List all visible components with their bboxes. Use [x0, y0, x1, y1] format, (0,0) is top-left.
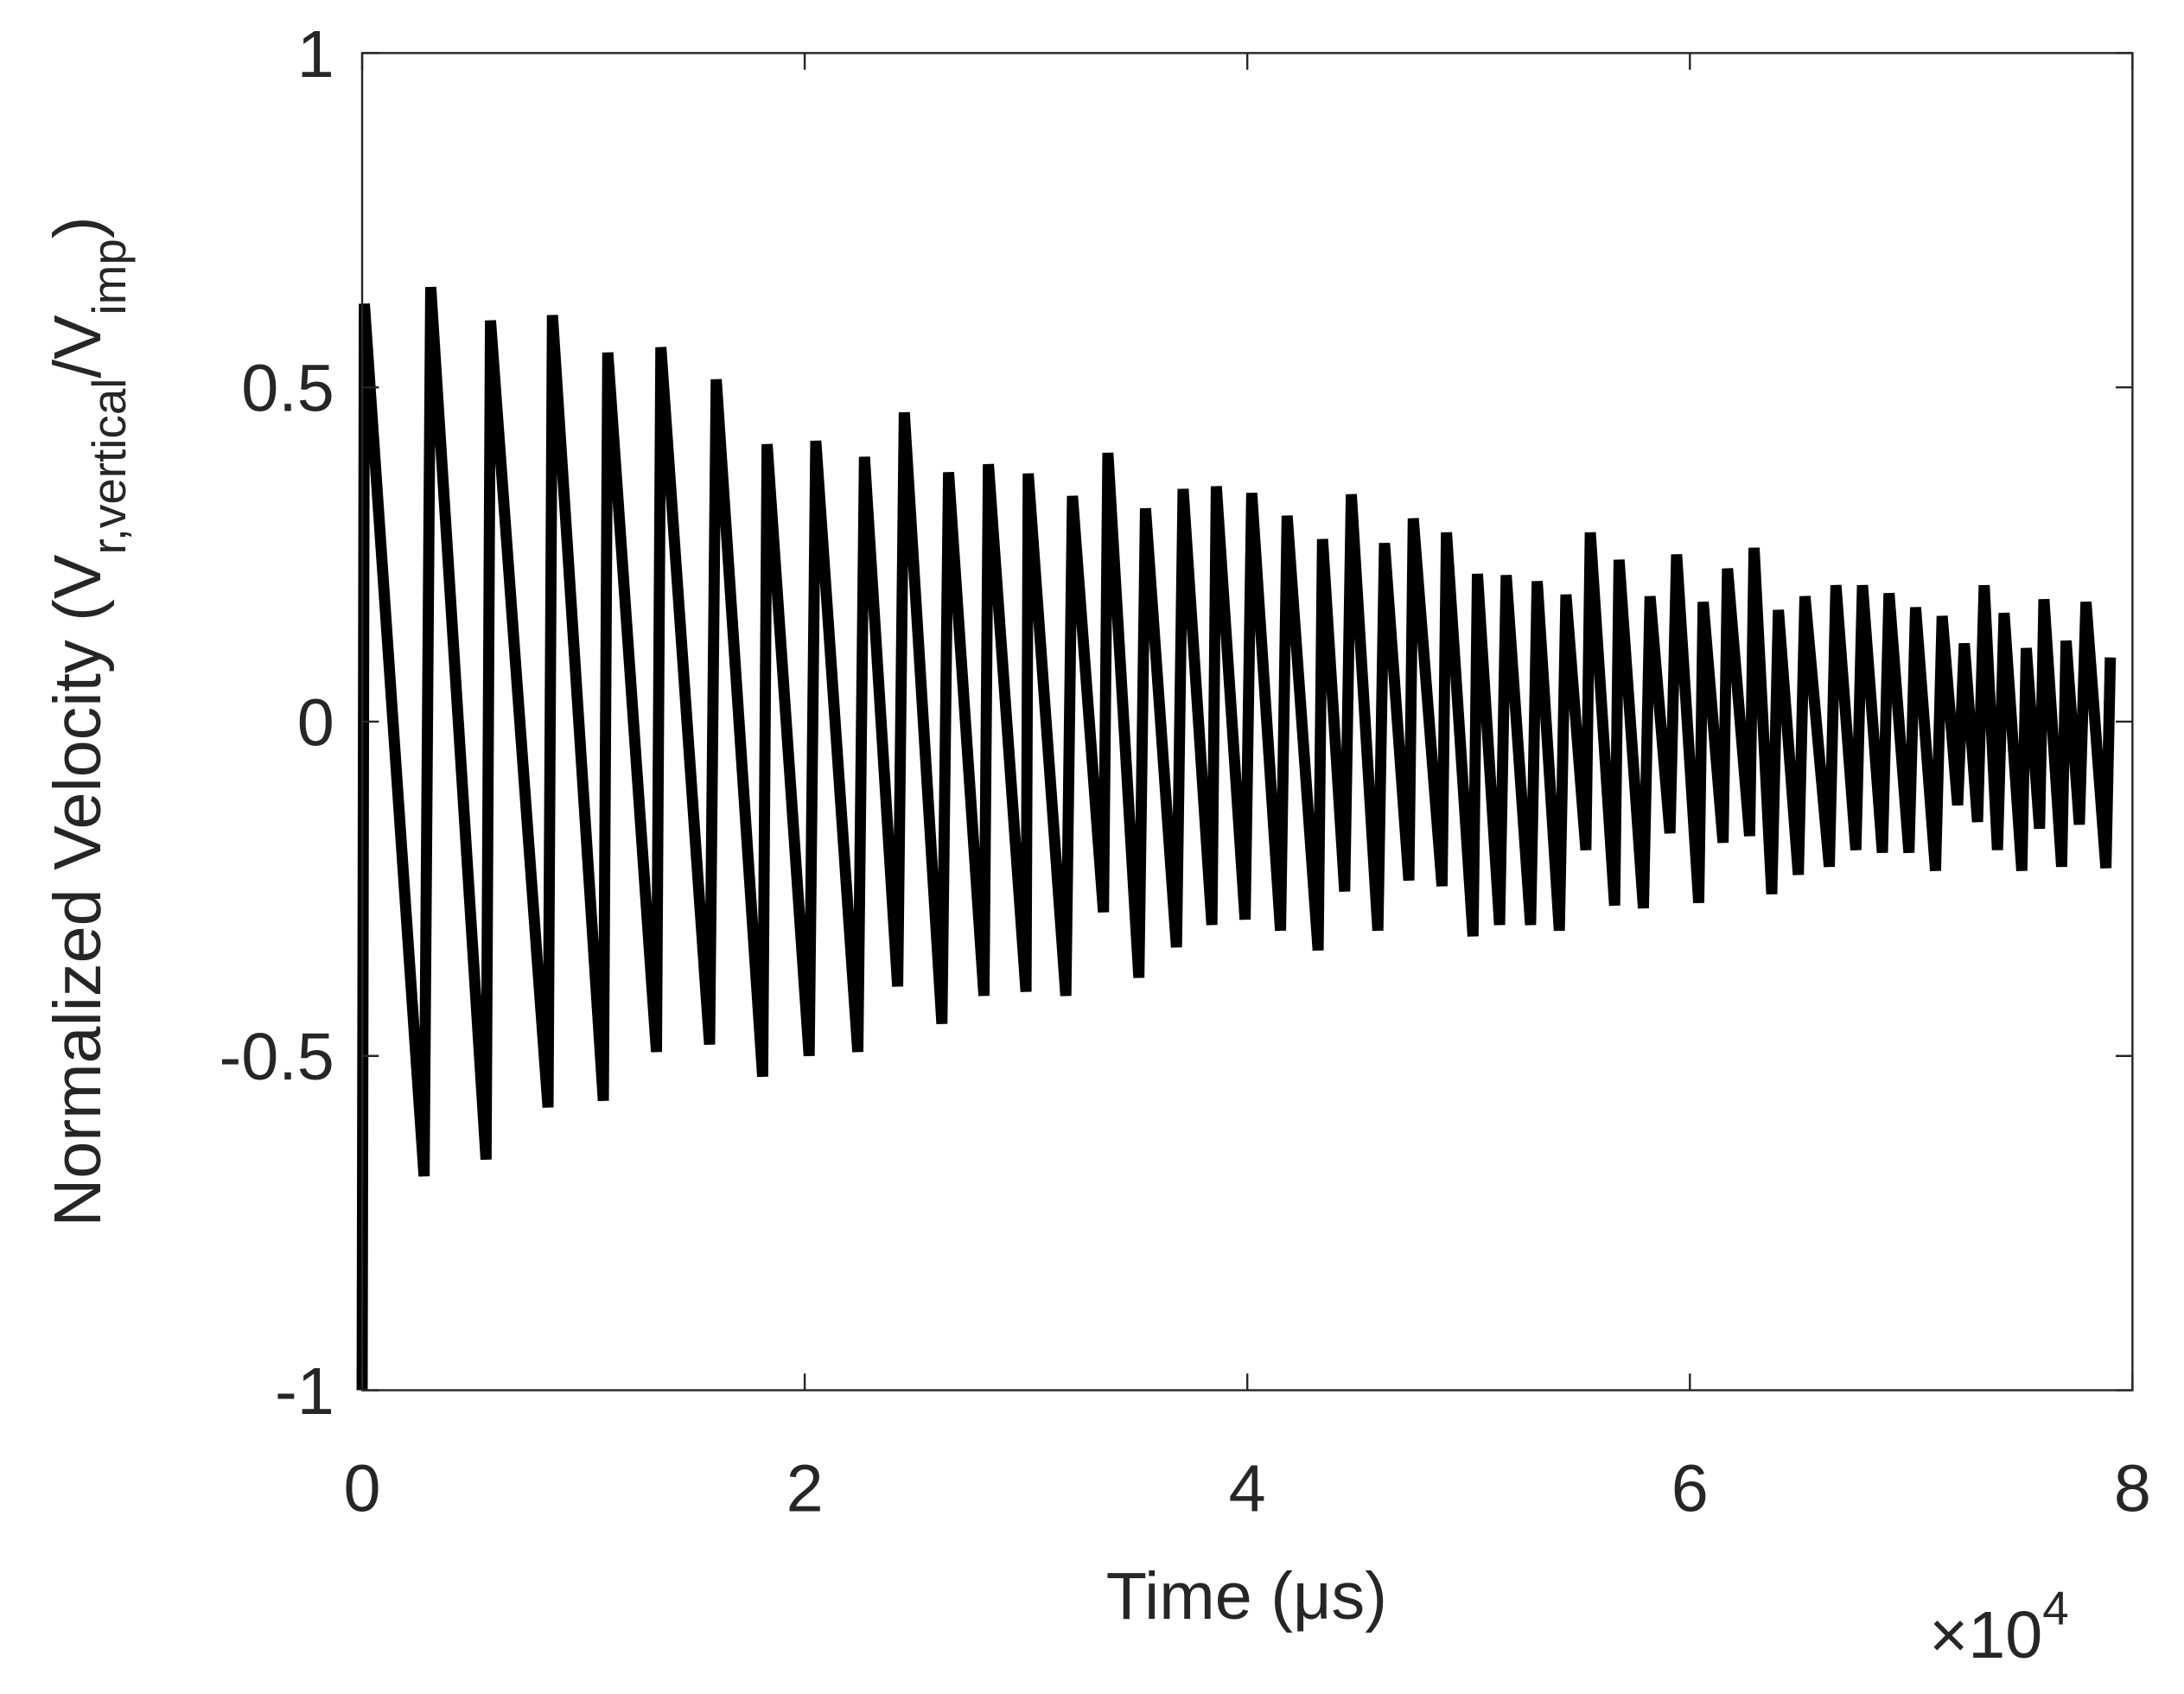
y-tick-label: 0: [297, 685, 334, 760]
y-axis-label-part: Normalized Velocity (V: [41, 554, 115, 1226]
y-tick-label: -0.5: [220, 1020, 334, 1094]
y-axis-label-part: /V: [41, 315, 115, 378]
x-tick-label: 6: [1671, 1452, 1709, 1526]
y-tick-label: 0.5: [241, 352, 334, 426]
y-axis-label-part: imp: [82, 239, 136, 315]
y-axis-label-part: r,vertical: [82, 379, 136, 555]
data-line: [356, 286, 2117, 1391]
y-axis-label-part: ): [41, 216, 115, 239]
x-axis-label: Time (μs): [1106, 1559, 1387, 1634]
x-tick-label: 4: [1229, 1452, 1266, 1526]
x-multiplier: ×104: [1929, 1581, 2069, 1672]
y-tick-label: 1: [297, 17, 334, 92]
x-tick-label: 8: [2114, 1452, 2151, 1526]
y-tick-label: -1: [275, 1354, 334, 1429]
x-tick-label: 0: [344, 1452, 381, 1526]
x-tick-label: 2: [786, 1452, 824, 1526]
x-multiplier-exponent: 4: [2042, 1581, 2068, 1634]
x-multiplier-base: ×10: [1929, 1598, 2042, 1672]
y-axis-label: Normalized Velocity (Vr,vertical/Vimp): [41, 216, 136, 1226]
